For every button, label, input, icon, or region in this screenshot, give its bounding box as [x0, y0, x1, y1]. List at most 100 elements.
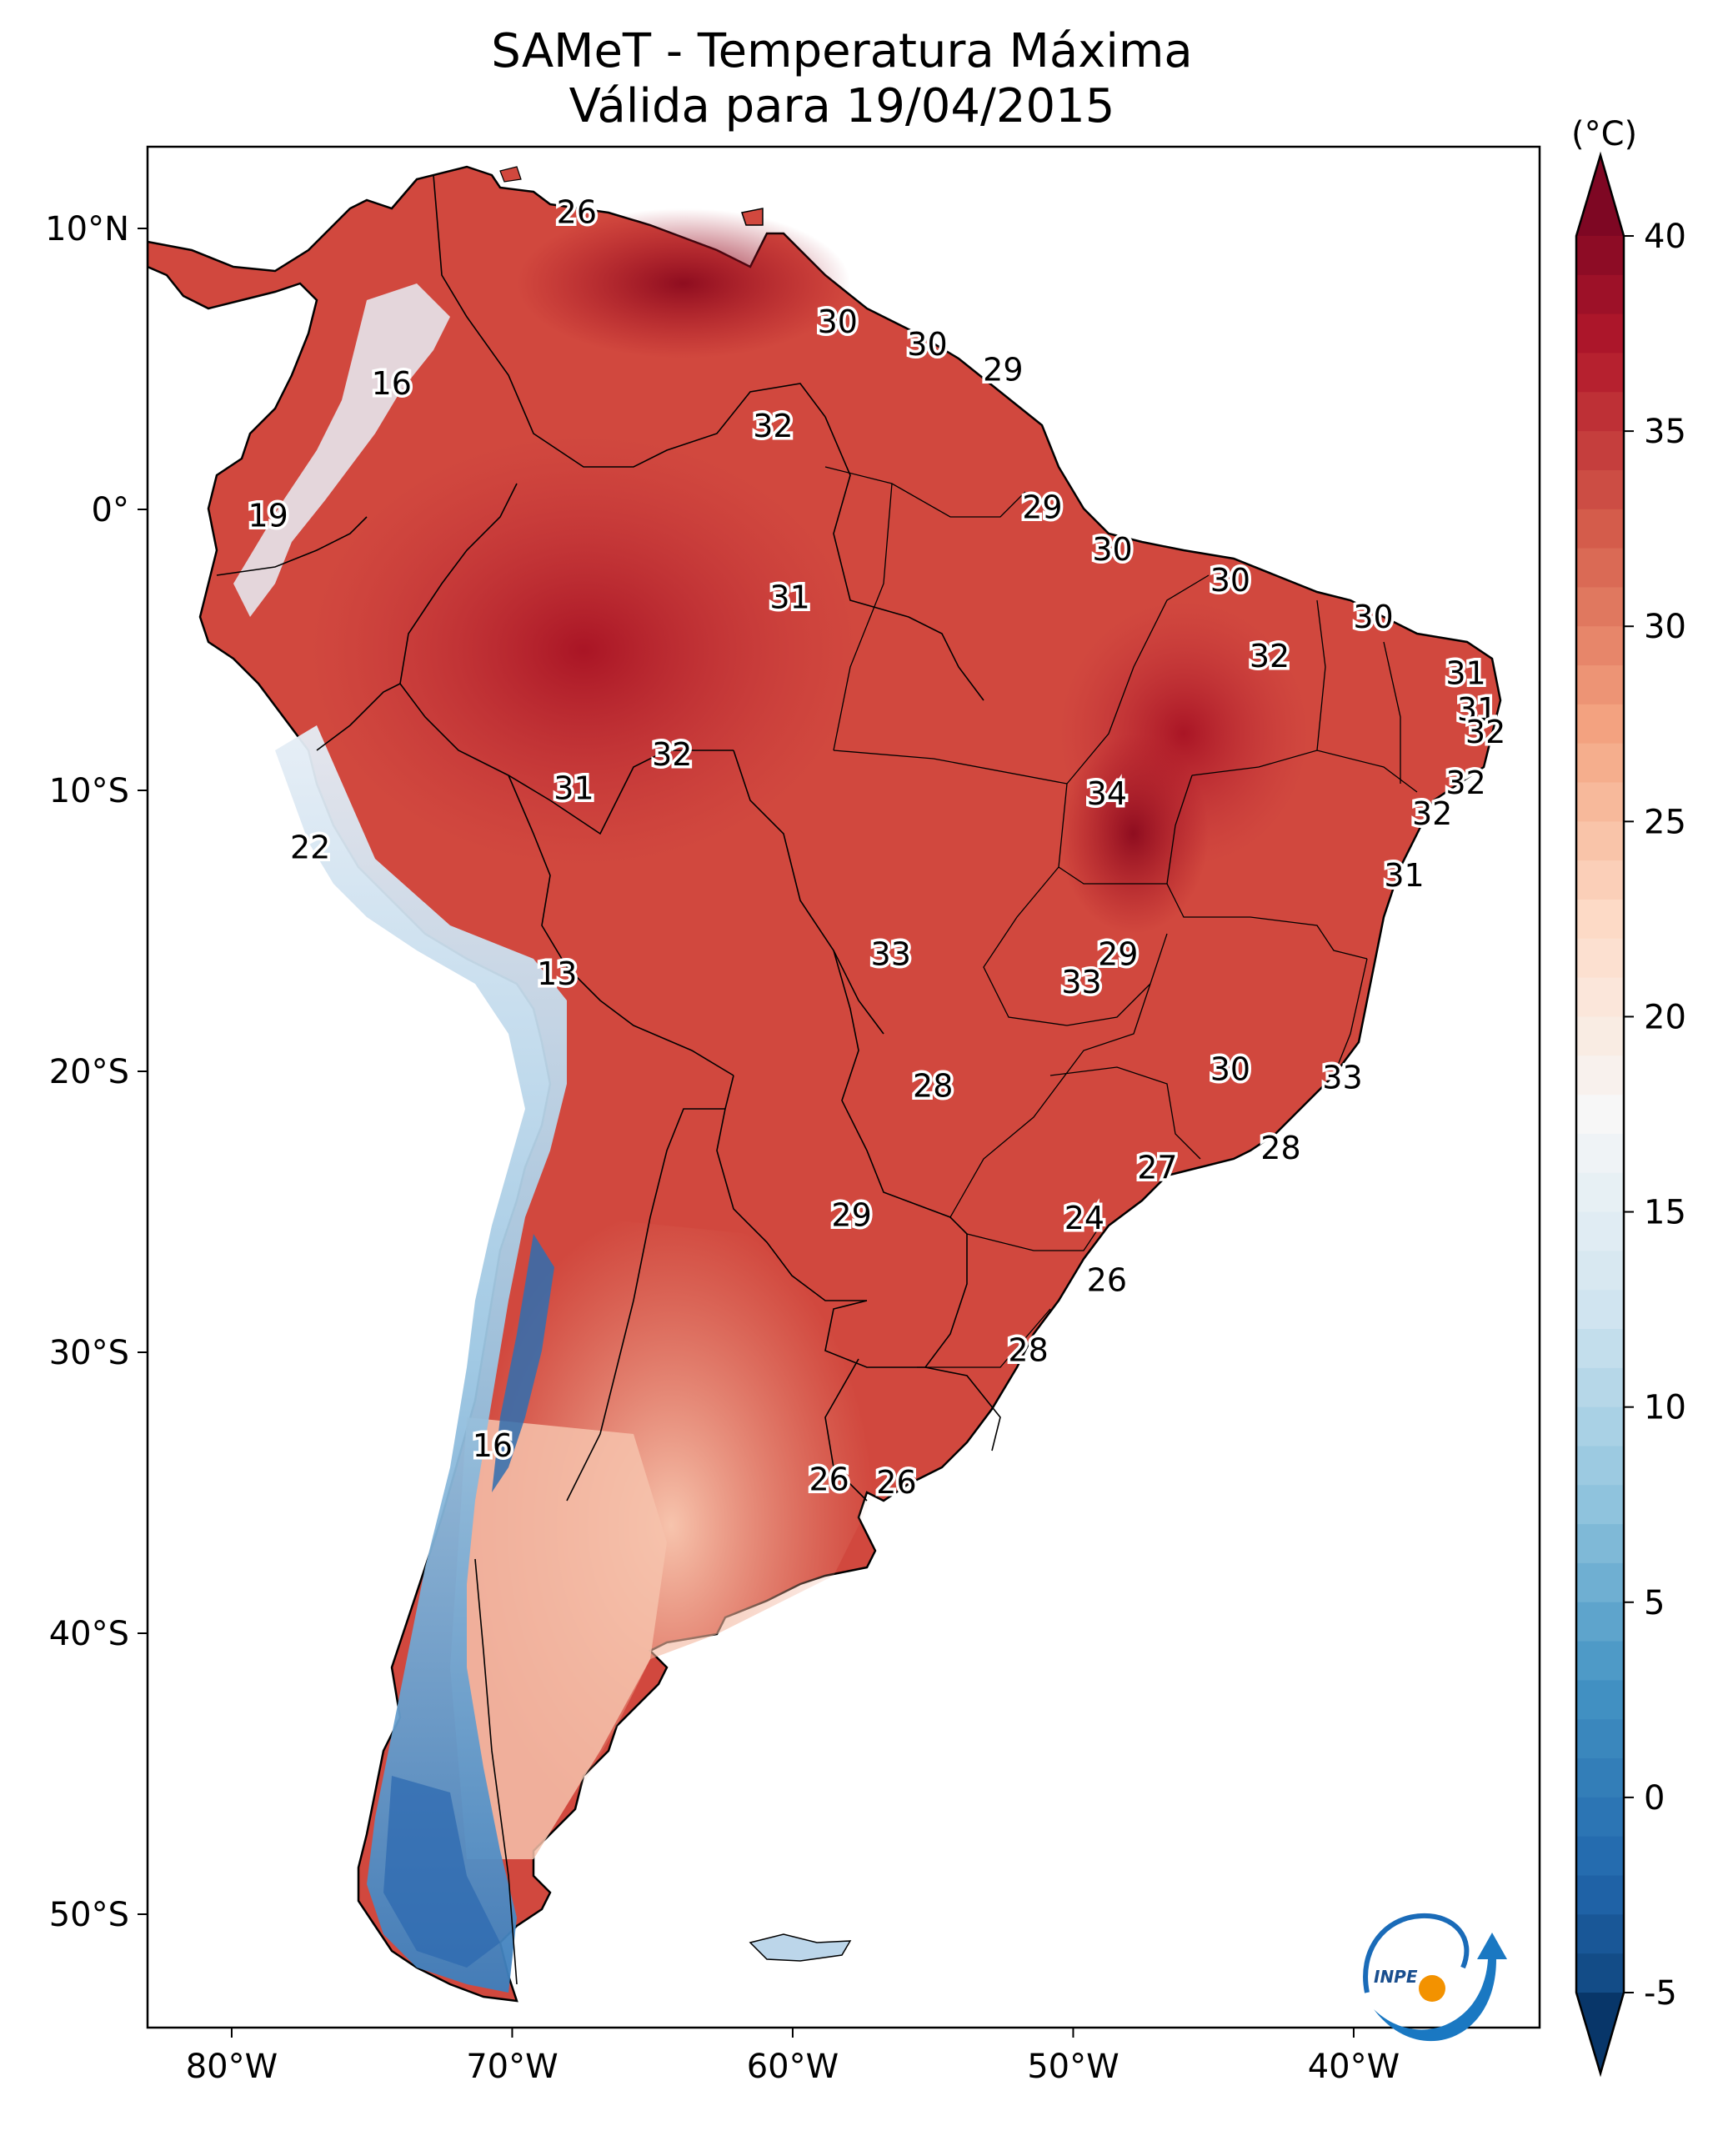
logo-text: INPE — [1374, 1967, 1418, 1987]
colorbar-segment — [1576, 665, 1624, 705]
temperature-label: 33 — [1322, 1060, 1362, 1096]
colorbar-segment — [1576, 1406, 1624, 1447]
colorbar-gradient — [1576, 155, 1624, 2073]
temperature-label: 29 — [1022, 489, 1062, 526]
longitude-axis: 80°W 70°W 60°W 50°W 40°W — [186, 2028, 1400, 2086]
falkland-islands — [749, 1933, 852, 1962]
colorbar-segment — [1576, 313, 1624, 354]
temperature-label: 31 — [1445, 654, 1485, 691]
temperature-label: 29 — [983, 351, 1023, 388]
temperature-label: 16 — [473, 1427, 513, 1464]
colorbar-segment — [1576, 704, 1624, 745]
temperature-label: 31 — [1457, 691, 1497, 728]
colorbar-segment — [1576, 1953, 1624, 1993]
temperature-label: 13 — [537, 955, 577, 992]
lat-tick-label: 30°S — [49, 1334, 129, 1372]
temperature-label: 30 — [1353, 599, 1393, 635]
temperature-label: 32 — [1445, 765, 1485, 801]
colorbar-segment — [1576, 938, 1624, 979]
colorbar-unit-label: (°C) — [1571, 115, 1637, 153]
temperature-label: 30 — [1210, 1051, 1250, 1088]
lat-tick-label: 20°S — [49, 1053, 129, 1091]
country-borders — [216, 174, 1001, 1985]
temperature-label: 26 — [1087, 1261, 1127, 1298]
lon-tick-label: 60°W — [747, 2048, 839, 2086]
colorbar-tick-label: 20 — [1644, 998, 1686, 1036]
temperature-label: 22 — [290, 829, 330, 865]
lat-tick-label: 40°S — [49, 1615, 129, 1653]
temperature-label: 31 — [1384, 857, 1424, 894]
temperature-label: 27 — [1137, 1149, 1177, 1186]
temperature-label: 31 — [769, 579, 809, 615]
colorbar-segment — [1576, 1602, 1624, 1642]
colorbar-segment — [1576, 1446, 1624, 1487]
colorbar-segment — [1576, 1055, 1624, 1096]
colorbar-tick-label: 25 — [1644, 803, 1686, 841]
temperature-label: 32 — [1465, 714, 1505, 750]
colorbar-segment — [1576, 1836, 1624, 1877]
temperature-label: 28 — [913, 1068, 953, 1105]
colorbar-segment — [1576, 353, 1624, 394]
temperature-label: 29 — [831, 1197, 871, 1234]
colorbar-segment — [1576, 1211, 1624, 1252]
colorbar-tick-label: -5 — [1644, 1974, 1677, 2013]
colorbar-segment — [1576, 548, 1624, 589]
colorbar-segment — [1576, 977, 1624, 1018]
lon-tick-label: 70°W — [466, 2048, 558, 2086]
temperature-label: 28 — [1260, 1130, 1300, 1166]
colorbar-segment — [1576, 860, 1624, 900]
temperature-label: 30 — [1092, 531, 1132, 568]
temperature-label: 30 — [818, 303, 858, 340]
colorbar-segment — [1576, 274, 1624, 315]
colorbar-segment — [1576, 1680, 1624, 1721]
colorbar-segment — [1576, 1329, 1624, 1369]
colorbar-segment — [1576, 1251, 1624, 1291]
colorbar-ticks: 40 35 30 25 20 15 10 5 0 -5 — [1624, 218, 1686, 2013]
colorbar-segment — [1576, 782, 1624, 823]
colorbar-segment — [1576, 1524, 1624, 1564]
colorbar: (°C) 40 35 30 25 20 15 10 5 0 -5 — [1571, 115, 1686, 2078]
temperature-label: 31 — [553, 770, 594, 807]
colorbar-segment — [1576, 1367, 1624, 1408]
inpe-logo: INPE — [1363, 1913, 1507, 2042]
colorbar-segment — [1576, 1172, 1624, 1213]
colorbar-segment — [1576, 1875, 1624, 1916]
colorbar-segment — [1576, 155, 1624, 236]
temperature-label: 30 — [907, 326, 947, 363]
colorbar-segment — [1576, 587, 1624, 628]
colorbar-segment — [1576, 1290, 1624, 1330]
colorbar-tick-label: 30 — [1644, 608, 1686, 646]
colorbar-segment — [1576, 1095, 1624, 1135]
temperature-label: 26 — [809, 1462, 849, 1498]
lat-tick-label: 0° — [92, 491, 129, 529]
temperature-label: 30 — [1210, 562, 1250, 599]
colorbar-segment — [1576, 1914, 1624, 1954]
colorbar-segment — [1576, 626, 1624, 666]
temperature-label: 34 — [1087, 775, 1127, 812]
colorbar-segment — [1576, 1797, 1624, 1838]
temperature-label: 26 — [876, 1464, 916, 1501]
colorbar-segment — [1576, 1758, 1624, 1798]
colorbar-segment — [1576, 1485, 1624, 1525]
map-title: SAMeT - Temperatura Máxima — [491, 24, 1193, 78]
latitude-axis: 10°N 0° 10°S 20°S 30°S 40°S 50°S — [45, 210, 148, 1934]
state-borders — [824, 466, 1418, 1368]
lat-tick-label: 50°S — [49, 1896, 129, 1934]
colorbar-segment — [1576, 1719, 1624, 1759]
colorbar-segment — [1576, 743, 1624, 784]
temperature-label: 32 — [1412, 795, 1452, 832]
colorbar-tick-label: 40 — [1644, 218, 1686, 256]
colorbar-segment — [1576, 1993, 1624, 2073]
colorbar-segment — [1576, 469, 1624, 510]
temperature-label: 24 — [1064, 1200, 1104, 1236]
temperature-label: 29 — [1098, 935, 1138, 972]
colorbar-tick-label: 5 — [1644, 1584, 1665, 1622]
colorbar-segment — [1576, 236, 1624, 276]
colorbar-tick-label: 0 — [1644, 1779, 1665, 1818]
colorbar-segment — [1576, 821, 1624, 861]
temperature-label: 32 — [753, 408, 793, 444]
map-frame — [146, 145, 1541, 2029]
colorbar-tick-label: 15 — [1644, 1194, 1686, 1232]
